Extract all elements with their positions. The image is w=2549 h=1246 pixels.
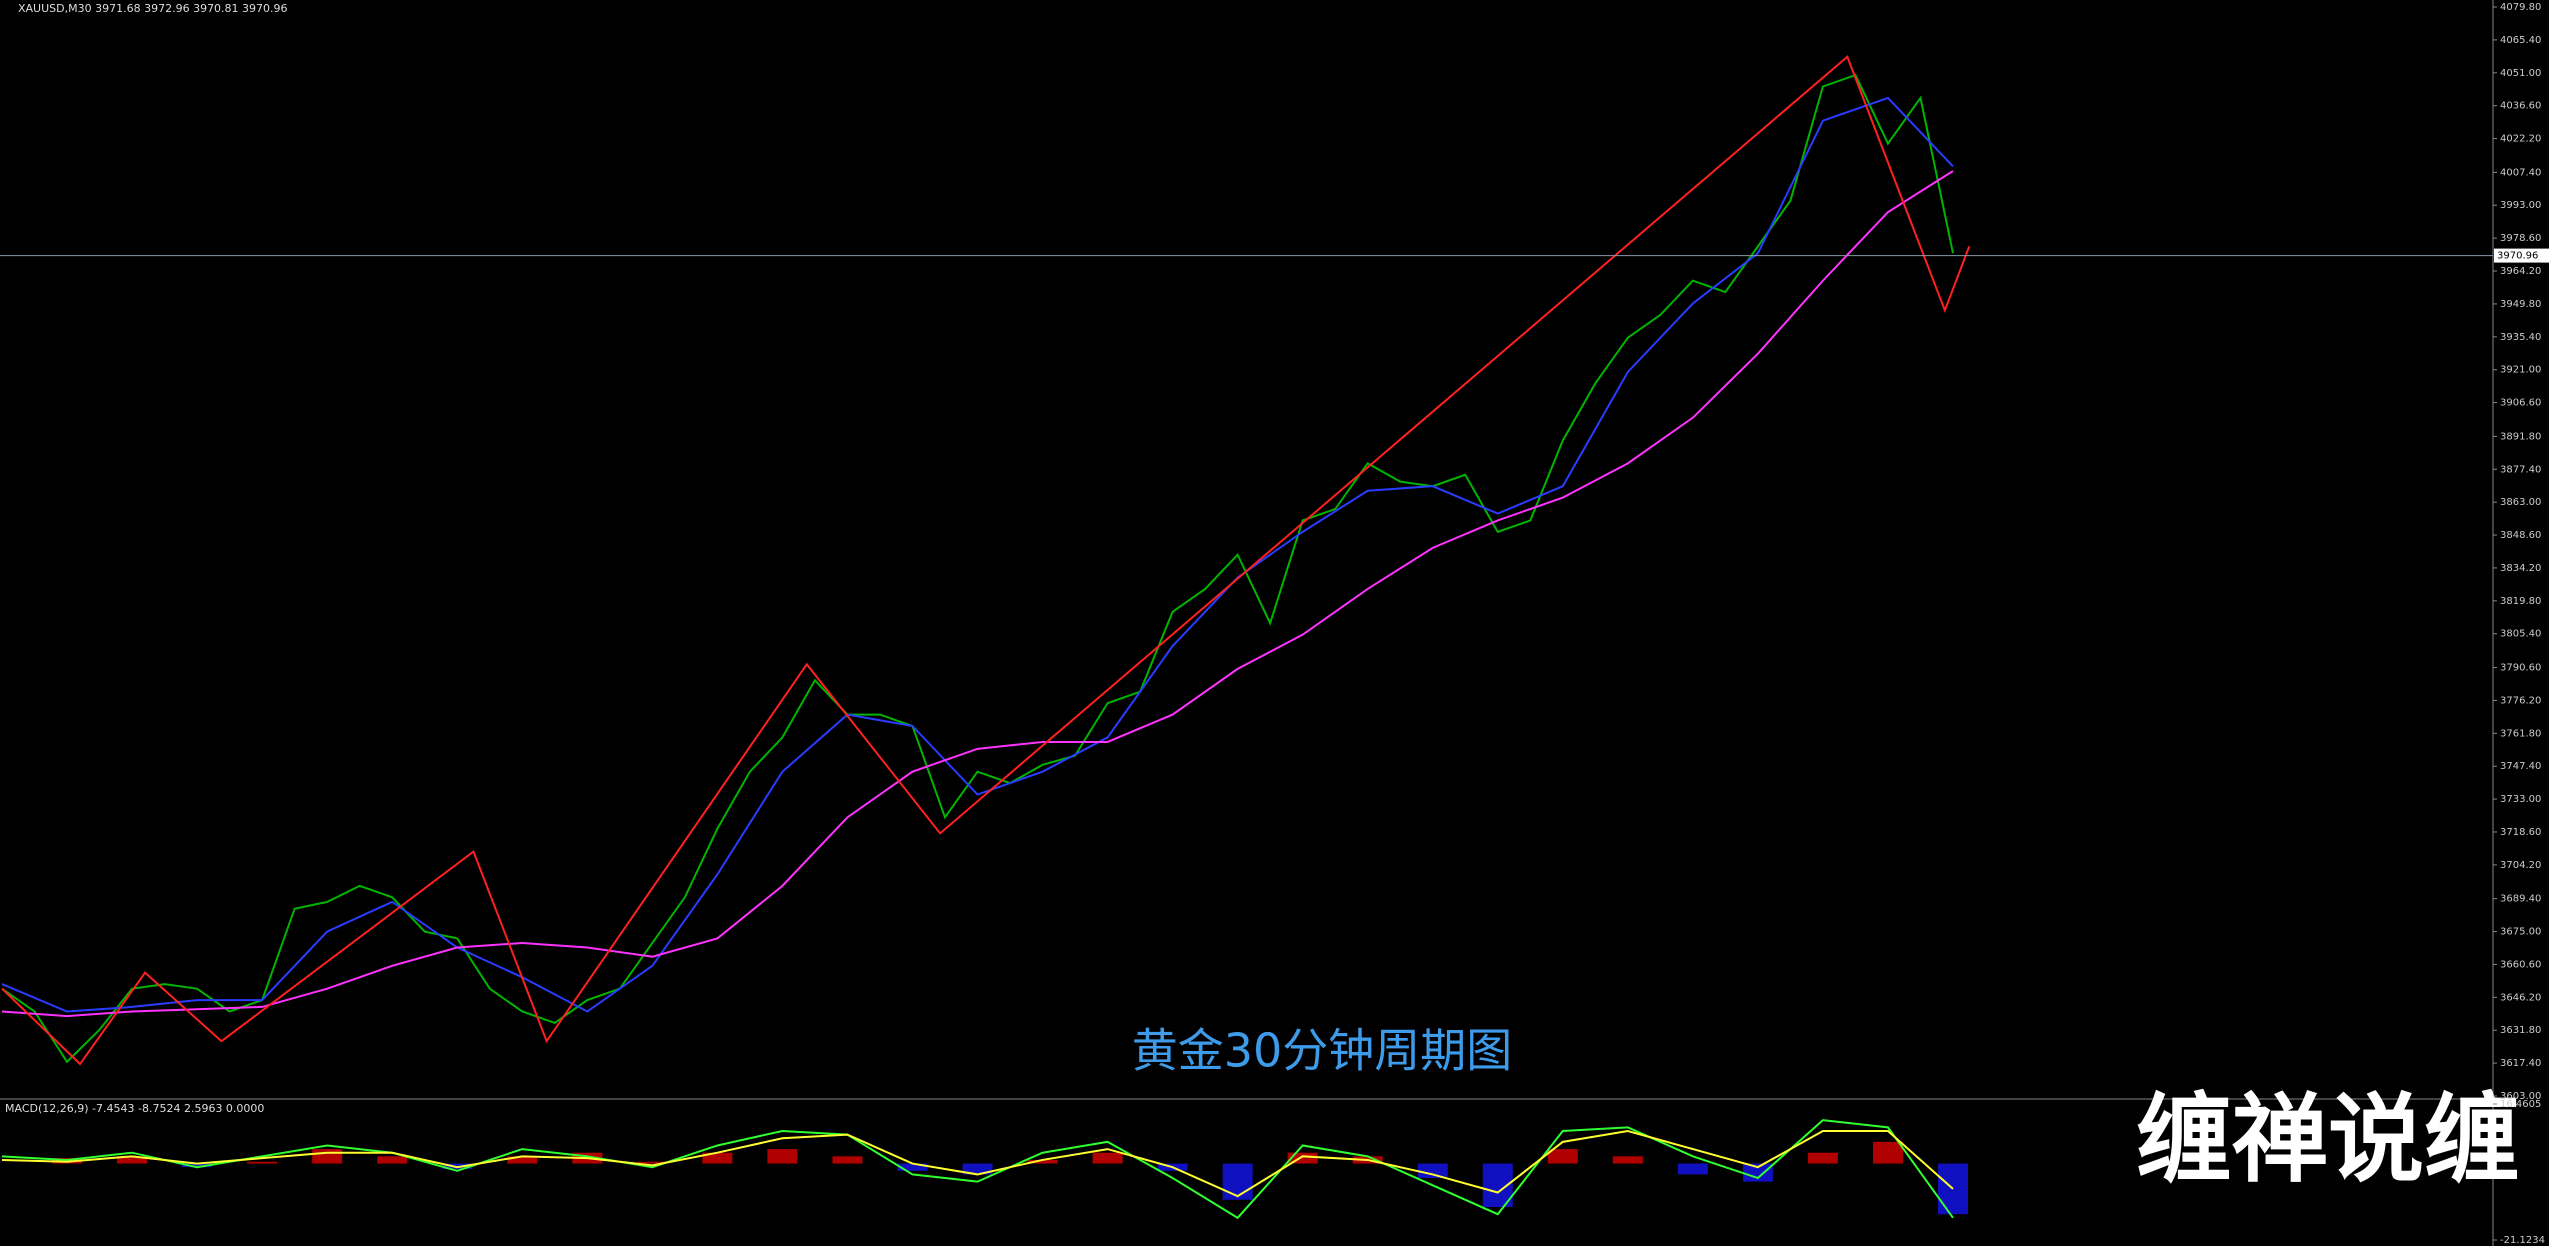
y-tick-label: 3848.60 [2500,530,2541,541]
series-line [1,170,1954,1018]
y-tick-label: 3646.20 [2500,992,2541,1003]
series-line [1,96,1954,1013]
y-tick-label: 3949.80 [2500,299,2541,310]
y-tick-label: 3921.00 [2500,365,2541,376]
chart-annotation: 黄金30分钟周期图 [1132,1024,1513,1078]
y-tick-label: 3704.20 [2500,860,2541,871]
histogram-bar [1872,1141,1903,1164]
histogram-bar [1938,1163,1968,1215]
histogram-bar [507,1156,538,1164]
histogram-bar [117,1156,148,1164]
y-tick-label: 3906.60 [2500,398,2541,409]
watermark: 缠禅说缠 [2136,1083,2520,1195]
y-tick-label: 3675.00 [2500,927,2541,938]
y-tick-label: 3978.60 [2500,233,2541,244]
last-price-label: 3970.96 [2497,251,2538,262]
histogram-bar [897,1163,928,1171]
histogram-bar [1742,1163,1773,1182]
y-tick-label: 4036.60 [2500,101,2541,112]
y-tick-label: 3877.40 [2500,464,2541,475]
y-tick-label: 3834.20 [2500,563,2541,574]
y-tick-label: 3935.40 [2500,332,2541,343]
y-tick-label: 3718.60 [2500,827,2541,838]
series-line [1,1129,1954,1198]
histogram-bar [702,1152,733,1164]
histogram-bar [312,1149,343,1164]
y-tick-label: 3617.40 [2500,1058,2541,1069]
series-line [1,55,1971,1066]
y-tick-label: 3733.00 [2500,794,2541,805]
y-tick-label: 4007.40 [2500,167,2541,178]
histogram-bar [1287,1152,1318,1164]
histogram-bar [1612,1156,1643,1164]
y-tick-label: 3819.80 [2500,596,2541,607]
y-tick-label: 3660.60 [2500,959,2541,970]
y-tick-label: -21.1234 [2500,1235,2545,1246]
y-tick-label: 3631.80 [2500,1025,2541,1036]
last-price-box [2494,248,2549,263]
macd-info: MACD(12,26,9) -7.4543 -8.7524 2.5963 0.0… [5,1102,264,1115]
y-tick-label: 3603.00 [2500,1091,2541,1102]
histogram-bar [182,1163,213,1168]
y-tick-label: 3993.00 [2500,200,2541,211]
y-tick-label: 3964.20 [2500,266,2541,277]
y-tick-label: 3747.40 [2500,761,2541,772]
histogram-bar [767,1149,798,1164]
histogram-bar [1222,1163,1253,1200]
y-tick-label: 4065.40 [2500,35,2541,46]
y-tick-label: 3761.80 [2500,728,2541,739]
y-tick-label: 3790.60 [2500,663,2541,674]
y-tick-label: 3891.80 [2500,431,2541,442]
y-tick-label: 4079.80 [2500,2,2541,13]
histogram-bar [1547,1149,1578,1164]
y-tick-label: 4051.00 [2500,68,2541,79]
y-tick-label: 3776.20 [2500,695,2541,706]
y-tick-label: 3805.40 [2500,629,2541,640]
y-tick-label: 3689.40 [2500,894,2541,905]
histogram-bar [962,1163,993,1175]
histogram-bar [832,1156,863,1164]
histogram-bar [1807,1152,1838,1164]
histogram-bar [1092,1152,1123,1164]
histogram-bar [377,1156,408,1164]
y-tick-label: 3863.00 [2500,497,2541,508]
histogram-bar [1027,1159,1058,1164]
histogram-bar [1677,1163,1708,1175]
symbol-info: XAUUSD,M30 3971.68 3972.96 3970.81 3970.… [18,2,288,15]
series-line [1,73,1954,1064]
y-tick-label: 16.4605 [2500,1099,2541,1110]
series-line [1,1119,1954,1220]
histogram-bar [1417,1163,1448,1179]
histogram-bar [637,1161,668,1164]
y-tick-label: 4022.20 [2500,134,2541,145]
histogram-bar [247,1161,278,1164]
